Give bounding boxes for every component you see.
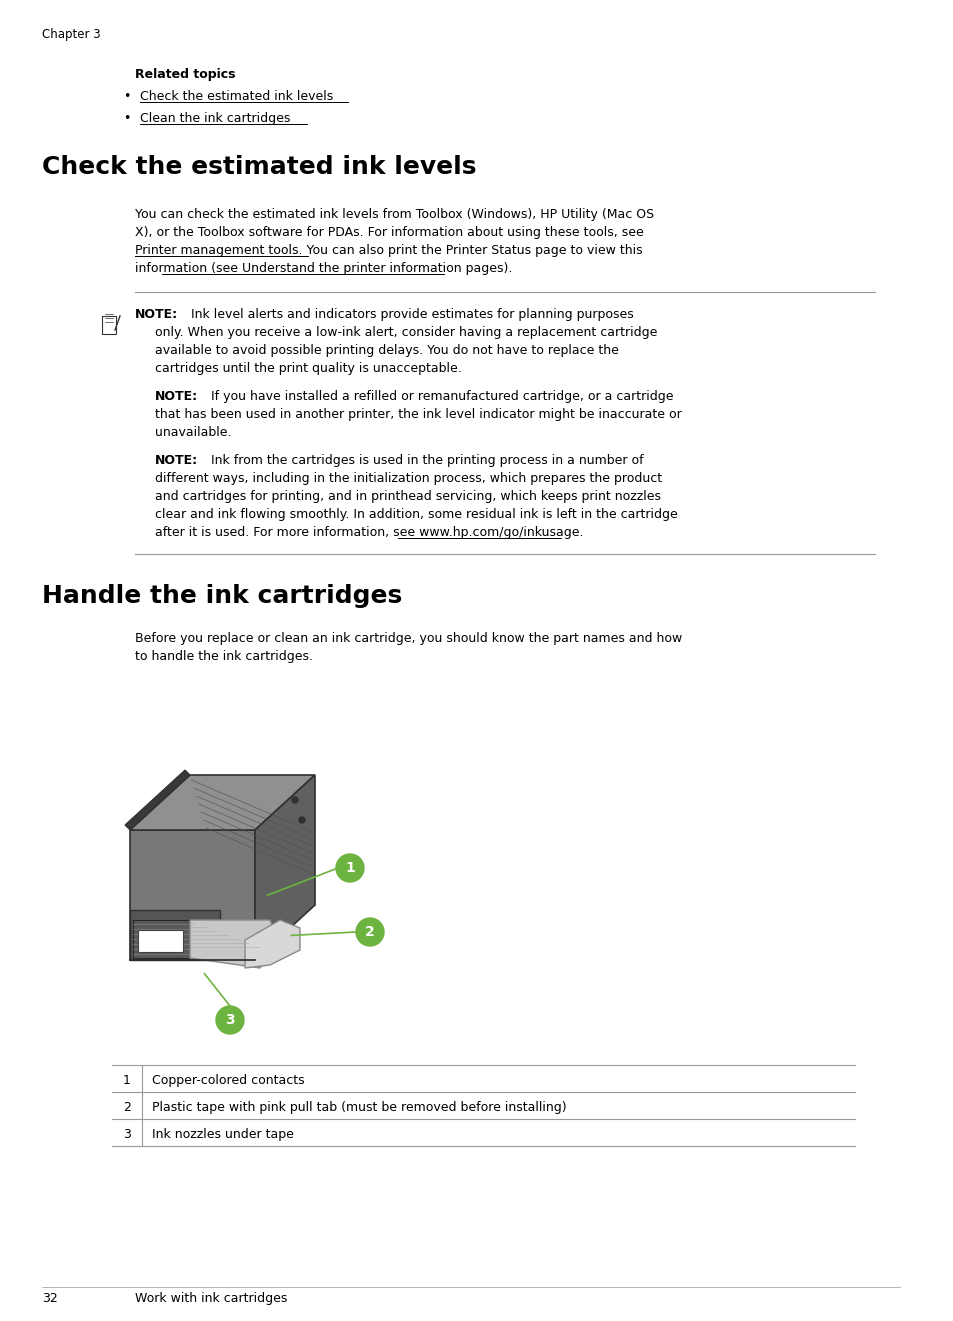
Text: Related topics: Related topics [135, 67, 235, 81]
Polygon shape [245, 919, 299, 968]
Text: only. When you receive a low-ink alert, consider having a replacement cartridge: only. When you receive a low-ink alert, … [154, 326, 657, 339]
Circle shape [298, 816, 305, 823]
Circle shape [335, 853, 364, 882]
Circle shape [215, 1007, 244, 1034]
Text: Check the estimated ink levels: Check the estimated ink levels [42, 155, 476, 180]
Text: Check the estimated ink levels: Check the estimated ink levels [140, 90, 333, 103]
Text: 32: 32 [42, 1292, 58, 1305]
Polygon shape [130, 910, 220, 960]
Text: Ink level alerts and indicators provide estimates for planning purposes: Ink level alerts and indicators provide … [183, 308, 633, 321]
Text: Handle the ink cartridges: Handle the ink cartridges [42, 584, 402, 608]
Text: to handle the ink cartridges.: to handle the ink cartridges. [135, 650, 313, 663]
Text: If you have installed a refilled or remanufactured cartridge, or a cartridge: If you have installed a refilled or rema… [203, 390, 673, 403]
Text: Chapter 3: Chapter 3 [42, 28, 100, 41]
Text: Before you replace or clean an ink cartridge, you should know the part names and: Before you replace or clean an ink cartr… [135, 631, 681, 645]
Text: Clean the ink cartridges: Clean the ink cartridges [140, 112, 290, 125]
Circle shape [355, 918, 384, 946]
Text: Copper-colored contacts: Copper-colored contacts [152, 1074, 304, 1087]
Text: Ink nozzles under tape: Ink nozzles under tape [152, 1128, 294, 1141]
Text: different ways, including in the initialization process, which prepares the prod: different ways, including in the initial… [154, 472, 661, 485]
Polygon shape [190, 919, 280, 968]
Polygon shape [254, 775, 314, 960]
Text: Printer management tools. You can also print the Printer Status page to view thi: Printer management tools. You can also p… [135, 244, 642, 258]
Text: 1: 1 [345, 861, 355, 875]
Text: 2: 2 [123, 1100, 131, 1114]
Text: 2: 2 [365, 925, 375, 939]
Polygon shape [130, 775, 314, 830]
Text: NOTE:: NOTE: [154, 454, 198, 468]
Text: 1: 1 [123, 1074, 131, 1087]
Text: Plastic tape with pink pull tab (must be removed before installing): Plastic tape with pink pull tab (must be… [152, 1100, 566, 1114]
Text: You can check the estimated ink levels from Toolbox (Windows), HP Utility (Mac O: You can check the estimated ink levels f… [135, 207, 654, 221]
Text: available to avoid possible printing delays. You do not have to replace the: available to avoid possible printing del… [154, 343, 618, 357]
Text: •: • [123, 112, 131, 125]
Text: clear and ink flowing smoothly. In addition, some residual ink is left in the ca: clear and ink flowing smoothly. In addit… [154, 509, 677, 520]
Polygon shape [132, 919, 190, 958]
Text: unavailable.: unavailable. [154, 425, 232, 439]
Polygon shape [130, 830, 254, 960]
Circle shape [292, 797, 297, 803]
Text: information (see Understand the printer information pages).: information (see Understand the printer … [135, 262, 512, 275]
Text: NOTE:: NOTE: [135, 308, 178, 321]
Text: NOTE:: NOTE: [154, 390, 198, 403]
Text: •: • [123, 90, 131, 103]
Text: and cartridges for printing, and in printhead servicing, which keeps print nozzl: and cartridges for printing, and in prin… [154, 490, 660, 503]
Text: Work with ink cartridges: Work with ink cartridges [135, 1292, 287, 1305]
FancyBboxPatch shape [102, 316, 116, 334]
Text: Ink from the cartridges is used in the printing process in a number of: Ink from the cartridges is used in the p… [203, 454, 643, 468]
Text: 3: 3 [225, 1013, 234, 1026]
Text: cartridges until the print quality is unacceptable.: cartridges until the print quality is un… [154, 362, 461, 375]
Text: that has been used in another printer, the ink level indicator might be inaccura: that has been used in another printer, t… [154, 408, 681, 421]
Text: 3: 3 [123, 1128, 131, 1141]
Text: X), or the Toolbox software for PDAs. For information about using these tools, s: X), or the Toolbox software for PDAs. Fo… [135, 226, 643, 239]
Polygon shape [125, 770, 190, 830]
Text: after it is used. For more information, see www.hp.com/go/inkusage.: after it is used. For more information, … [154, 526, 583, 539]
Polygon shape [138, 930, 183, 952]
